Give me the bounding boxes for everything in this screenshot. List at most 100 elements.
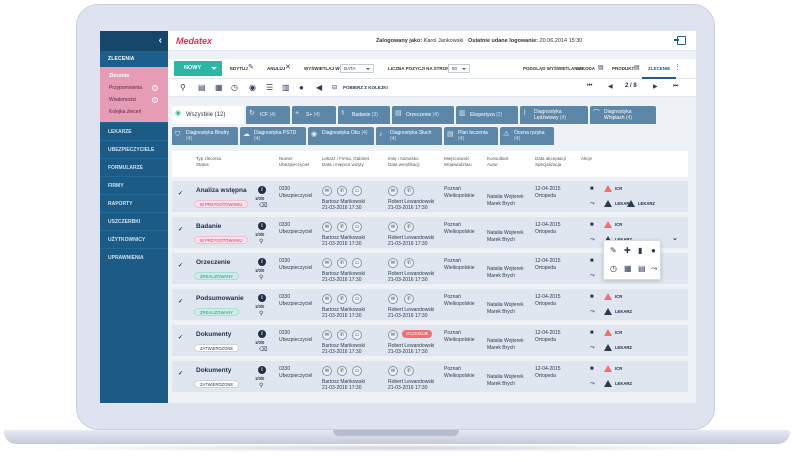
mail-icon[interactable]: ✉ [322,222,332,232]
fetch-queue-button[interactable]: POBIERZ Z KOLEJKI [343,85,388,90]
redirect-icon[interactable]: ⤳ [590,309,595,315]
redirect-icon[interactable]: ⤳ [590,201,595,207]
folder-icon[interactable]: ■ [590,186,594,192]
view-tab-zlecenie[interactable]: ZLECENIE [642,59,677,79]
remove-icon[interactable]: ⌫ [259,347,268,353]
phone-icon[interactable]: ✆ [337,258,347,268]
folder-icon[interactable]: ■ [590,330,594,336]
sms-icon[interactable]: ▭ [352,222,362,232]
tab-diagnostyka-biodry[interactable]: ⛉ Diagnostyka Biodry (4) [172,127,238,145]
tab-diagnostyka-pstd[interactable]: ☁ Diagnostyka PSTD (4) [240,127,306,145]
app-logo[interactable]: Medatex [176,36,213,46]
sidebar-subitem-kolejka[interactable]: Kolejka zleceń [100,106,168,118]
chevron-down-icon[interactable]: ⌄ [672,235,678,242]
pencil-icon[interactable]: ✎ [248,64,254,71]
icr-action[interactable]: ICR [604,365,622,372]
view-tab-produkt[interactable]: PRODUKT [612,66,635,71]
phone-icon[interactable]: ✆ [337,330,347,340]
user-icon[interactable]: ● [299,83,304,92]
redirect-icon[interactable]: ⤳ [651,264,658,273]
doctor-action[interactable]: LEKARZ [604,308,632,315]
mail-icon[interactable]: ✉ [322,366,332,376]
folder-icon[interactable]: ■ [590,294,594,300]
sidebar-item-lekarze[interactable]: LEKARZE [100,122,168,140]
sidebar-item-raporty[interactable]: RAPORTY [100,194,168,212]
close-icon[interactable]: ✕ [285,64,291,71]
doctor-action-2[interactable]: LEKARZ [627,200,655,207]
redirect-icon[interactable]: ⤳ [590,237,595,243]
phone-icon[interactable]: ✆ [337,294,347,304]
sidebar-section-title[interactable]: ZLECENIA [100,51,168,67]
list-icon[interactable]: ☰ [266,83,274,92]
mail-icon[interactable]: ✉ [322,258,332,268]
tab-diagnostyka-whiplash[interactable]: ⌒ Diagnostyka Whiplash (4) [590,106,656,124]
clock-icon[interactable]: ◷ [610,264,617,273]
mail-icon[interactable]: ✉ [322,294,332,304]
more-vertical-icon[interactable]: ⋮ [674,64,681,71]
doctor-action[interactable]: LEKARZ [604,344,632,351]
user-icon[interactable]: ● [651,246,656,255]
mail-icon[interactable]: ✉ [388,186,398,196]
check-icon[interactable]: ✓ [178,299,184,305]
last-page-icon[interactable]: ⏭ [673,83,679,89]
check-icon[interactable]: ✓ [178,371,184,377]
inbox-icon[interactable]: ⊟ [332,85,338,91]
print-icon[interactable]: ▤ [198,83,206,92]
table-row[interactable]: ✓ Podsumowanie ZREALIZOWANY i 1/0/0 ⚲ 03… [172,289,688,322]
sidebar-item-uszczerbki[interactable]: USZCZERBKI [100,212,168,230]
info-icon[interactable]: i [258,258,266,266]
phone-icon[interactable]: ✆ [337,186,347,196]
mail-icon[interactable]: ✉ [388,294,398,304]
link-icon[interactable]: ⚲ [259,239,264,245]
column-consultant[interactable]: Konsultant Autor [487,156,509,167]
sms-icon[interactable]: ▭ [352,366,362,376]
logout-icon[interactable] [674,36,686,45]
sidebar-item-ubezpieczyciele[interactable]: UBEZPIECZYCIELE [100,140,168,158]
mail-icon[interactable]: ✉ [388,258,398,268]
table-row[interactable]: ✓ Analiza wstępna W PRZYGOTOWANIU i 1/0/… [172,181,688,214]
info-icon[interactable]: i [258,330,266,338]
document-edit-icon[interactable]: ▦ [215,83,223,92]
sms-icon[interactable]: ▭ [352,186,362,196]
sidebar-item-formularze[interactable]: FORMULARZE [100,158,168,176]
calendar-icon[interactable]: ▦ [624,264,632,273]
eye-icon[interactable]: ◉ [249,83,256,92]
table-row[interactable]: ✓ Dokumenty ZATWIERDZONE i 1/0/0 ⚲ 0330 U… [172,361,688,394]
phone-icon[interactable]: ✆ [337,366,347,376]
phone-icon[interactable]: ✆ [404,366,414,376]
redirect-icon[interactable]: ⤳ [590,273,595,279]
tab-ekspertyza[interactable]: ▥ Ekspertyza (2) [456,106,518,124]
check-icon[interactable]: ✓ [178,335,184,341]
prev-page-icon[interactable]: ◀ [608,84,613,90]
new-button[interactable]: NOWY [174,61,222,76]
icr-action[interactable]: ICR [604,329,622,336]
clock-icon[interactable]: ◷ [231,83,238,92]
first-page-icon[interactable]: ⏮ [587,83,593,89]
mail-icon[interactable]: ✉ [322,186,332,196]
arrow-left-icon[interactable]: ◀ [316,83,323,92]
print-icon[interactable]: ▤ [598,65,604,71]
doctor-action[interactable]: LEKARZ [604,200,632,207]
column-number[interactable]: Numer Ubezpieczyciel [279,156,310,167]
icr-action[interactable]: ICR [604,185,622,192]
link-icon[interactable]: ⚲ [259,311,264,317]
check-icon[interactable]: ✓ [178,227,184,233]
tab-diagnostyka-oko[interactable]: ◉ Diagnostyka Oko (4) [308,127,374,145]
mail-icon[interactable]: ✉ [388,222,398,232]
phone-icon[interactable]: ✆ [404,186,414,196]
edit-button[interactable]: EDYTUJ [230,66,248,71]
display-by-select[interactable]: DATA [340,64,374,73]
column-type[interactable]: Typ zlecenia Status [196,156,222,167]
column-name[interactable]: Imię i nazwisko Data weryfikacji [388,156,420,167]
info-icon[interactable]: i [258,294,266,302]
tab-diagnostyka-sluch[interactable]: ♪ Diagnostyka Słuch (4) [376,127,442,145]
tab-diagnostyka-ledzwiowy[interactable]: ⌇ Diagnostyka Lędźwiowy (4) [520,106,588,124]
tab-orzeczenie[interactable]: ▤ Orzeczenie (4) [392,106,454,124]
tab-badanie[interactable]: ⚕ Badanie (3) [338,106,390,124]
redirect-icon[interactable]: ⤳ [590,345,595,351]
sidebar-item-uzytkownicy[interactable]: UŻYTKOWNICY [100,230,168,248]
column-location[interactable]: Miejscowość Województwo [444,156,472,167]
pencil-icon[interactable]: ✎ [610,246,617,255]
info-icon[interactable]: i [258,366,266,374]
calendar-icon[interactable]: ▥ [282,83,290,92]
